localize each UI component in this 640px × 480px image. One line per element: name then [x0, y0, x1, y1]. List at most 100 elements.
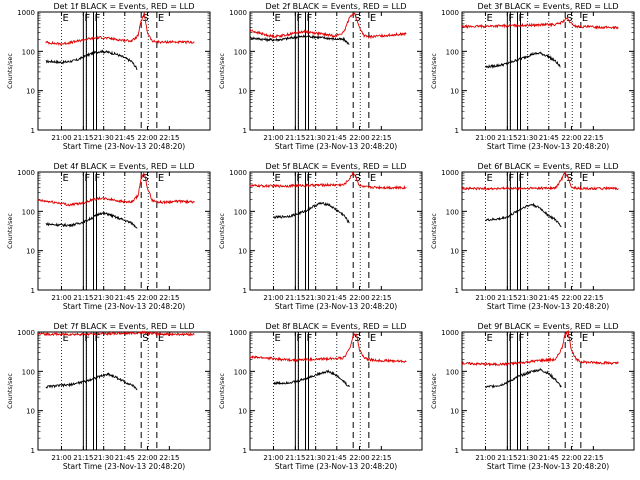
x-tick-label: 21:00 — [263, 134, 283, 142]
y-tick-label: 10 — [26, 88, 35, 96]
x-tick-label: 21:15 — [285, 294, 305, 302]
x-tick-label: 21:15 — [285, 454, 305, 462]
marker-label: S — [354, 13, 360, 24]
x-tick-label: 21:30 — [306, 454, 326, 462]
marker-label: E — [370, 333, 376, 344]
x-axis-label: Start Time (23-Nov-13 20:48:20) — [63, 302, 185, 311]
plot-frame — [461, 331, 635, 451]
plot-frame — [461, 11, 635, 131]
marker-label: E — [158, 13, 164, 24]
x-tick-label: 22:00 — [137, 134, 157, 142]
panel-3: Det 3f BLACK = Events, RED = LLD 1 10 100 10… — [430, 2, 635, 151]
marker-label: E — [62, 333, 68, 344]
y-tick-label: 1000 — [17, 9, 35, 17]
x-axis-label: Start Time (23-Nov-13 20:48:20) — [487, 302, 609, 311]
x-tick-label: 21:00 — [51, 294, 71, 302]
marker-label: F — [519, 173, 525, 184]
y-axis-label: Counts/sec — [430, 373, 438, 409]
x-tick-label: 21:15 — [285, 134, 305, 142]
x-tick-label: 21:00 — [263, 294, 283, 302]
chart-title: Det 1f BLACK = Events, RED = LLD — [53, 2, 194, 11]
x-tick-label: 21:15 — [73, 454, 93, 462]
plot-frame — [37, 331, 211, 451]
y-tick-label: 100 — [234, 368, 247, 376]
x-tick-label: 21:15 — [497, 454, 517, 462]
panel-9: Det 9f BLACK = Events, RED = LLD 1 10 100 10… — [430, 322, 635, 471]
y-tick-label: 1 — [455, 287, 459, 295]
marker-label: F — [84, 13, 90, 24]
y-tick-label: 1 — [31, 127, 35, 135]
events-series-line — [485, 202, 562, 228]
x-tick-label: 21:30 — [94, 454, 114, 462]
x-tick-label: 22:15 — [583, 294, 603, 302]
marker-label: E — [486, 173, 492, 184]
x-tick-label: 21:45 — [327, 134, 347, 142]
panel-1: Det 1f BLACK = Events, RED = LLD 1 10 100 10… — [6, 2, 211, 151]
marker-label: F — [95, 333, 101, 344]
x-tick-label: 22:00 — [561, 134, 581, 142]
marker-label: F — [508, 173, 514, 184]
panel-2: Det 2f BLACK = Events, RED = LLD 1 10 100 10… — [218, 2, 423, 151]
chart-title: Det 4f BLACK = Events, RED = LLD — [53, 162, 194, 171]
x-tick-label: 22:00 — [349, 134, 369, 142]
marker-label: E — [274, 173, 280, 184]
y-tick-label: 100 — [234, 48, 247, 56]
y-tick-label: 1 — [243, 447, 247, 455]
y-tick-label: 10 — [26, 248, 35, 256]
marker-label: S — [566, 13, 572, 24]
marker-label: S — [354, 173, 360, 184]
x-tick-label: 22:00 — [349, 454, 369, 462]
x-tick-label: 22:15 — [371, 294, 391, 302]
lld-series-line — [249, 333, 407, 364]
x-axis-label: Start Time (23-Nov-13 20:48:20) — [275, 302, 397, 311]
x-axis-label: Start Time (23-Nov-13 20:48:20) — [487, 462, 609, 471]
plot-frame — [37, 11, 211, 131]
x-tick-label: 21:30 — [518, 134, 538, 142]
lld-series-line — [249, 170, 407, 190]
y-tick-label: 1000 — [441, 169, 459, 177]
lld-series-line — [37, 172, 195, 207]
x-tick-label: 22:15 — [159, 294, 179, 302]
panel-4: Det 4f BLACK = Events, RED = LLD 1 10 100 10… — [6, 162, 211, 311]
marker-label: E — [370, 173, 376, 184]
marker-label: E — [62, 13, 68, 24]
marker-label: E — [486, 13, 492, 24]
x-tick-label: 21:30 — [306, 134, 326, 142]
marker-label: E — [62, 173, 68, 184]
y-tick-label: 1000 — [441, 329, 459, 337]
x-tick-label: 21:45 — [115, 454, 135, 462]
y-tick-label: 1 — [455, 127, 459, 135]
chart-title: Det 6f BLACK = Events, RED = LLD — [477, 162, 618, 171]
y-tick-label: 100 — [446, 48, 459, 56]
y-tick-label: 10 — [26, 408, 35, 416]
y-tick-label: 1000 — [229, 9, 247, 17]
marker-label: F — [95, 13, 101, 24]
marker-label: F — [84, 173, 90, 184]
x-tick-label: 21:45 — [539, 134, 559, 142]
panel-8: Det 8f BLACK = Events, RED = LLD 1 10 100 10… — [218, 322, 423, 471]
y-tick-label: 1 — [243, 127, 247, 135]
events-series-line — [273, 201, 350, 224]
x-tick-label: 21:30 — [306, 294, 326, 302]
y-tick-label: 1 — [243, 287, 247, 295]
y-axis-label: Counts/sec — [6, 213, 14, 249]
x-tick-label: 22:15 — [159, 454, 179, 462]
events-series-line — [485, 367, 562, 389]
x-tick-label: 21:45 — [539, 454, 559, 462]
lld-series-line — [462, 170, 619, 191]
x-tick-label: 21:45 — [115, 134, 135, 142]
x-tick-label: 21:15 — [497, 134, 517, 142]
x-tick-label: 21:30 — [518, 454, 538, 462]
marker-label: E — [158, 333, 164, 344]
y-tick-label: 10 — [238, 248, 247, 256]
y-tick-label: 1000 — [441, 9, 459, 17]
y-tick-label: 1 — [31, 447, 35, 455]
y-axis-label: Counts/sec — [218, 53, 226, 89]
chart-title: Det 8f BLACK = Events, RED = LLD — [265, 322, 406, 331]
x-tick-label: 21:15 — [73, 134, 93, 142]
y-axis-label: Counts/sec — [6, 373, 14, 409]
x-tick-label: 21:30 — [94, 134, 114, 142]
x-tick-label: 21:00 — [51, 134, 71, 142]
marker-label: F — [519, 333, 525, 344]
